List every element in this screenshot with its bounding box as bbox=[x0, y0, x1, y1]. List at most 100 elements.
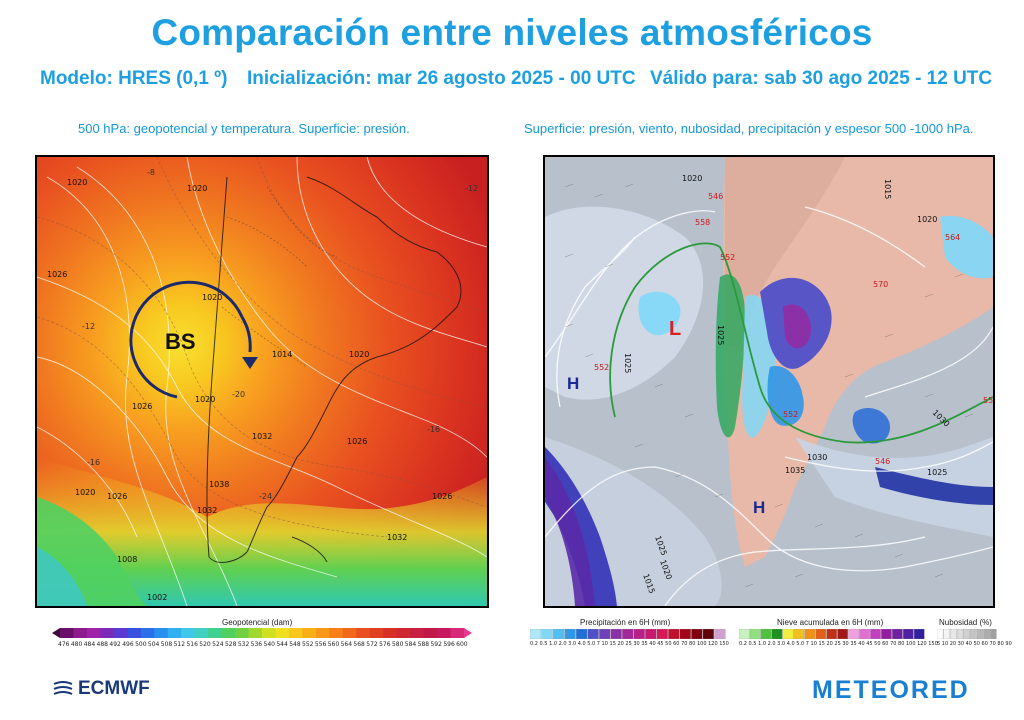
left-isobar-label: 1026 bbox=[347, 437, 367, 446]
left-temp-label: -16 bbox=[87, 458, 100, 467]
colorbar-swatch bbox=[235, 628, 250, 638]
right-thickness-label: 552 bbox=[983, 396, 993, 405]
colorbar-swatch bbox=[396, 628, 411, 638]
colorbar-tick-label: 496 bbox=[122, 641, 134, 648]
legend-swatch bbox=[983, 629, 990, 639]
colorbar-swatch bbox=[410, 628, 425, 638]
colorbar-swatch bbox=[154, 628, 169, 638]
legend-swatch bbox=[943, 629, 950, 639]
colorbar-swatch bbox=[127, 628, 142, 638]
colorbar-tick-label: 520 bbox=[199, 641, 211, 648]
right-map-svg: 1020 1025 1030 1035 1025 1020 1015 1025 … bbox=[545, 157, 993, 606]
left-isobar-label: 1014 bbox=[272, 350, 292, 359]
colorbar-tick-label: 508 bbox=[160, 641, 173, 648]
colorbar-swatch bbox=[100, 628, 115, 638]
left-isobar-label: 1020 bbox=[75, 488, 95, 497]
left-isobar-label: 1026 bbox=[107, 492, 127, 501]
right-isobar-label: 1025 bbox=[623, 353, 632, 373]
legend-swatch bbox=[587, 629, 599, 639]
right-isobar-label: 1035 bbox=[785, 466, 805, 475]
legend-swatch bbox=[837, 629, 848, 639]
colorbar-tick-label: 516 bbox=[186, 641, 198, 648]
colorbar-swatch bbox=[262, 628, 276, 638]
legend-swatch bbox=[714, 629, 726, 639]
low-pressure-marker: L bbox=[669, 318, 681, 340]
colorbar-swatch bbox=[315, 628, 330, 638]
left-map-svg: 1020 1020 1026 1020 1014 1020 1026 1020 … bbox=[37, 157, 487, 606]
snow-legend-ticks: 0.2 0.5 1.0 2.0 3.0 4.0 5.0 7 10 15 20 2… bbox=[739, 641, 938, 647]
left-isobar-label: 1026 bbox=[132, 402, 152, 411]
left-panel-subtitle: 500 hPa: geopotencial y temperatura. Sup… bbox=[78, 121, 410, 136]
legend-swatch bbox=[564, 629, 576, 639]
legend-swatch bbox=[913, 629, 925, 639]
left-isobar-label: 1008 bbox=[117, 555, 137, 564]
legend-swatch bbox=[679, 629, 691, 639]
legend-swatch bbox=[691, 629, 703, 639]
right-isobar-label: 1020 bbox=[917, 215, 937, 224]
left-isobar-label: 1020 bbox=[202, 293, 222, 302]
legend-swatch bbox=[749, 629, 761, 639]
colorbar-swatch bbox=[450, 628, 465, 638]
geopotential-colorbar: Geopotencial (dam) 476 480 484 488 492 496 500… bbox=[52, 618, 472, 648]
colorbar-tick-label: 568 bbox=[353, 641, 365, 648]
colorbar-tick-label: 484 bbox=[83, 641, 96, 648]
colorbar-swatch bbox=[221, 628, 236, 638]
legend-swatch bbox=[937, 629, 944, 639]
legend-swatch bbox=[950, 629, 957, 639]
legend-swatch bbox=[892, 629, 903, 639]
model-label: Modelo: HRES (0,1 º) bbox=[40, 68, 228, 89]
snow-legend-swatches bbox=[739, 629, 925, 639]
colorbar-swatch bbox=[369, 628, 384, 638]
colorbar-tick-label: 480 bbox=[70, 641, 83, 648]
legend-swatch bbox=[870, 629, 881, 639]
init-label: Inicialización: mar 26 agosto 2025 - 00 … bbox=[247, 68, 636, 89]
legend-swatch bbox=[848, 629, 859, 639]
colorbar-tick-label: 556 bbox=[314, 641, 327, 648]
right-isobar-label: 1015 bbox=[883, 179, 892, 199]
left-isobar-label: 1032 bbox=[252, 432, 272, 441]
right-thickness-label: 552 bbox=[720, 253, 735, 262]
colorbar-tick-label: 476 bbox=[58, 641, 70, 648]
cloud-legend-swatches bbox=[937, 629, 997, 639]
colorbar-tick-label: 592 bbox=[430, 641, 442, 648]
colorbar-tick-label: 488 bbox=[96, 641, 108, 648]
legend-swatch bbox=[793, 629, 805, 639]
left-isobar-label: 1020 bbox=[67, 178, 87, 187]
right-isobar-label: 1025 bbox=[927, 468, 947, 477]
left-isobar-label: 1002 bbox=[147, 593, 167, 602]
legend-swatch bbox=[552, 629, 565, 639]
legend-swatch bbox=[963, 629, 970, 639]
colorbar-tick-label: 584 bbox=[404, 641, 417, 648]
colorbar-tick-label: 560 bbox=[327, 641, 340, 648]
legend-swatch bbox=[599, 629, 611, 639]
right-thickness-label: 546 bbox=[875, 457, 890, 466]
colorbar-swatch bbox=[73, 628, 88, 638]
legend-swatch bbox=[645, 629, 657, 639]
legend-swatch bbox=[771, 629, 783, 639]
colorbar-swatch bbox=[60, 628, 74, 638]
right-thickness-label: 552 bbox=[594, 363, 609, 372]
colorbar-swatch bbox=[208, 628, 223, 638]
legend-swatch bbox=[782, 629, 794, 639]
colorbar-tick-label: 576 bbox=[379, 641, 391, 648]
colorbar-swatch bbox=[113, 628, 128, 638]
left-temp-label: -24 bbox=[259, 492, 272, 501]
legend-swatch bbox=[760, 629, 772, 639]
right-thickness-label: 570 bbox=[873, 280, 888, 289]
meteored-logo: METEORED bbox=[812, 676, 970, 704]
ecmwf-logo-text: ECMWF bbox=[78, 678, 150, 699]
cloud-legend: Nubosidad (%) 5 10 20 30 40 50 60 70 80 … bbox=[935, 618, 1012, 648]
colorbar-swatch bbox=[383, 628, 398, 638]
left-isobar-label: 1020 bbox=[195, 395, 215, 404]
colorbar-swatch bbox=[356, 628, 371, 638]
legend-swatch bbox=[826, 629, 838, 639]
colorbar-tick-label: 580 bbox=[391, 641, 404, 648]
colorbar-tick-label: 564 bbox=[340, 641, 353, 648]
colorbar-tick-label: 600 bbox=[456, 641, 468, 648]
colorbar-swatch bbox=[140, 628, 155, 638]
left-isobar-label: 1026 bbox=[432, 492, 452, 501]
colorbar-tick-label: 588 bbox=[417, 641, 430, 648]
legend-swatch bbox=[804, 629, 816, 639]
legend-swatch bbox=[633, 629, 645, 639]
left-isobar-label: 1032 bbox=[197, 506, 217, 515]
